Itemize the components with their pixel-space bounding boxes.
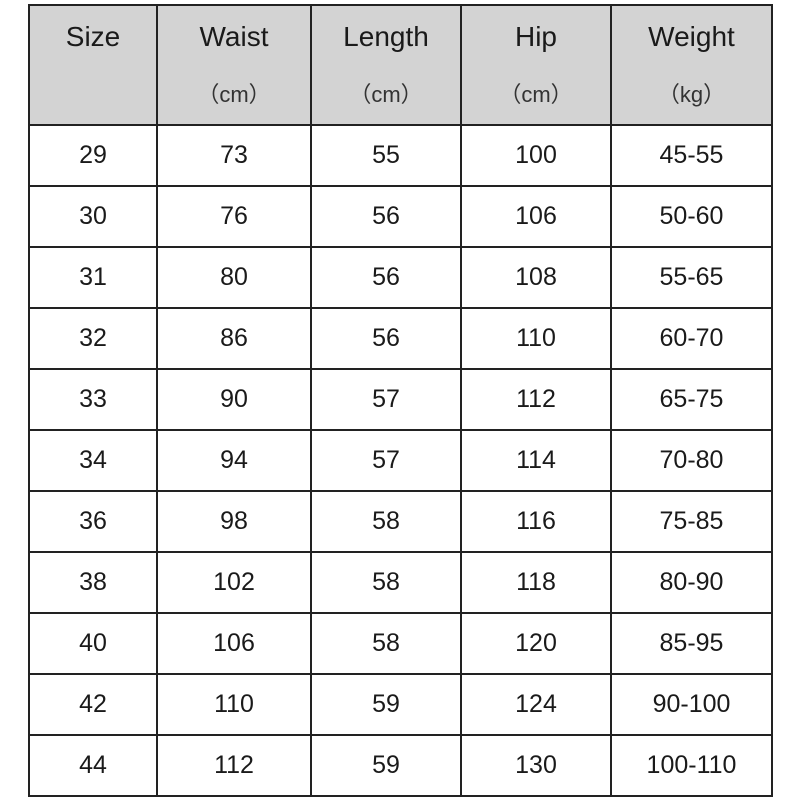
table-row: 36 98 58 116 75-85 [28, 490, 773, 553]
column-title: Hip [514, 21, 557, 52]
table-cell: 44 [28, 734, 158, 797]
table-cell: 38 [28, 551, 158, 614]
table-row: 34 94 57 114 70-80 [28, 429, 773, 492]
size-chart-table: Size Waist （cm） Length （cm） Hip （cm） Weight （kg）… [28, 4, 773, 797]
header-row: Size Waist （cm） Length （cm） Hip （cm） Weight （kg） [28, 4, 773, 126]
table-row: 33 90 57 112 65-75 [28, 368, 773, 431]
column-unit: （cm） [349, 82, 423, 107]
column-unit: （cm） [499, 82, 573, 107]
table-cell: 56 [310, 185, 462, 248]
table-cell: 110 [460, 307, 612, 370]
table-cell: 70-80 [610, 429, 773, 492]
table-cell: 33 [28, 368, 158, 431]
column-header-hip: Hip （cm） [460, 4, 612, 126]
table-cell: 108 [460, 246, 612, 309]
table-cell: 58 [310, 490, 462, 553]
table-cell: 56 [310, 307, 462, 370]
column-title: Size [65, 21, 121, 52]
table-cell: 100 [460, 124, 612, 187]
table-cell: 106 [156, 612, 312, 675]
column-header-waist: Waist （cm） [156, 4, 312, 126]
table-cell: 80-90 [610, 551, 773, 614]
table-cell: 45-55 [610, 124, 773, 187]
table-cell: 94 [156, 429, 312, 492]
table-cell: 57 [310, 368, 462, 431]
table-cell: 29 [28, 124, 158, 187]
table-row: 38 102 58 118 80-90 [28, 551, 773, 614]
table-cell: 59 [310, 673, 462, 736]
table-cell: 56 [310, 246, 462, 309]
column-header-weight: Weight （kg） [610, 4, 773, 126]
table-cell: 75-85 [610, 490, 773, 553]
table-cell: 112 [460, 368, 612, 431]
table-cell: 86 [156, 307, 312, 370]
column-unit: （cm） [197, 82, 271, 107]
table-cell: 36 [28, 490, 158, 553]
table-cell: 55-65 [610, 246, 773, 309]
table-cell: 60-70 [610, 307, 773, 370]
table-row: 29 73 55 100 45-55 [28, 124, 773, 187]
table-cell: 90-100 [610, 673, 773, 736]
column-header-size: Size [28, 4, 158, 126]
table-cell: 76 [156, 185, 312, 248]
table-cell: 58 [310, 551, 462, 614]
table-cell: 116 [460, 490, 612, 553]
table-cell: 130 [460, 734, 612, 797]
table-cell: 31 [28, 246, 158, 309]
column-title: Waist [199, 21, 269, 52]
column-title: Length [343, 21, 429, 52]
table-cell: 57 [310, 429, 462, 492]
table-cell: 59 [310, 734, 462, 797]
table-row: 31 80 56 108 55-65 [28, 246, 773, 309]
table-cell: 73 [156, 124, 312, 187]
column-header-length: Length （cm） [310, 4, 462, 126]
table-row: 32 86 56 110 60-70 [28, 307, 773, 370]
table-cell: 100-110 [610, 734, 773, 797]
table-cell: 30 [28, 185, 158, 248]
table-cell: 102 [156, 551, 312, 614]
table-cell: 98 [156, 490, 312, 553]
table-row: 44 112 59 130 100-110 [28, 734, 773, 797]
table-row: 42 110 59 124 90-100 [28, 673, 773, 736]
table-cell: 110 [156, 673, 312, 736]
table-cell: 32 [28, 307, 158, 370]
table-cell: 120 [460, 612, 612, 675]
table-cell: 90 [156, 368, 312, 431]
table-cell: 42 [28, 673, 158, 736]
table-row: 40 106 58 120 85-95 [28, 612, 773, 675]
table-row: 30 76 56 106 50-60 [28, 185, 773, 248]
table-cell: 34 [28, 429, 158, 492]
column-unit: （kg） [657, 82, 726, 107]
table-cell: 40 [28, 612, 158, 675]
table-cell: 124 [460, 673, 612, 736]
column-title: Weight [648, 21, 735, 52]
table-cell: 106 [460, 185, 612, 248]
table-cell: 55 [310, 124, 462, 187]
table-cell: 118 [460, 551, 612, 614]
table-cell: 112 [156, 734, 312, 797]
table-cell: 58 [310, 612, 462, 675]
table-cell: 80 [156, 246, 312, 309]
table-cell: 85-95 [610, 612, 773, 675]
table-cell: 50-60 [610, 185, 773, 248]
table-cell: 114 [460, 429, 612, 492]
table-cell: 65-75 [610, 368, 773, 431]
